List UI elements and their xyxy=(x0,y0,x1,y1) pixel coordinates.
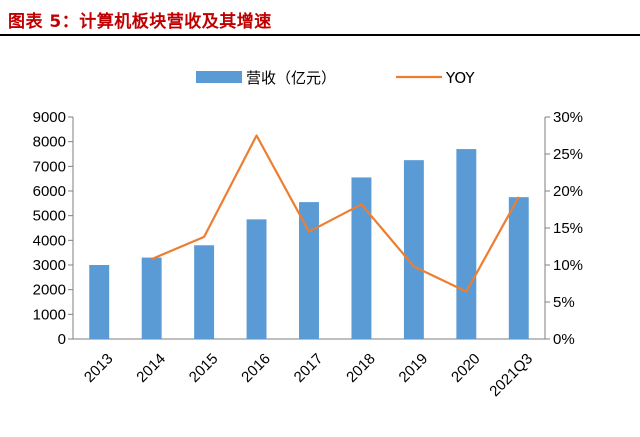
combo-chart: 营收（亿元） YOY 2013 2014 2015 2016 2017 2018 2019 20… xyxy=(33,69,583,400)
chart-legend: 营收（亿元） YOY xyxy=(196,69,475,87)
y-left-tick-label: 9000 xyxy=(33,109,66,126)
x-axis-ticks: 2013 2014 2015 2016 2017 2018 2019 2020 2021Q3 xyxy=(81,350,536,400)
bar-2014 xyxy=(141,257,162,339)
y-right-tick-label: 30% xyxy=(553,109,583,126)
yoy-line xyxy=(151,134,520,293)
figure-title: 图表 5：计算机板块营收及其增速 xyxy=(8,12,272,32)
figure-header: 图表 5：计算机板块营收及其增速 xyxy=(0,0,640,36)
y-left-tick-label: 8000 xyxy=(33,134,66,151)
y-left-tick-label: 2000 xyxy=(33,282,66,299)
y-left-tick-label: 6000 xyxy=(33,183,66,200)
y-right-tick-label: 0% xyxy=(553,331,575,348)
y-right-tick-label: 20% xyxy=(553,183,583,200)
x-tick-label: 2020 xyxy=(448,350,484,386)
bar-2018 xyxy=(351,177,372,339)
y-left-axis-ticks: 0 1000 2000 3000 4000 5000 6000 7000 8000 9000 xyxy=(33,109,73,348)
line-series xyxy=(151,134,520,293)
legend-bar-label: 营收（亿元） xyxy=(246,69,336,87)
y-left-tick-label: 3000 xyxy=(33,257,66,274)
legend-line-label: YOY xyxy=(445,69,475,87)
bar-series xyxy=(89,149,529,339)
y-left-tick-label: 7000 xyxy=(33,158,66,175)
y-right-tick-label: 25% xyxy=(553,146,583,163)
y-left-tick-label: 5000 xyxy=(33,208,66,225)
y-right-tick-label: 5% xyxy=(553,294,575,311)
y-left-tick-label: 4000 xyxy=(33,232,66,249)
x-tick-label: 2014 xyxy=(133,350,169,386)
bar-2017 xyxy=(299,202,319,339)
x-tick-label: 2015 xyxy=(186,350,222,386)
x-tick-label: 2019 xyxy=(396,350,432,386)
y-left-tick-label: 1000 xyxy=(33,306,66,323)
x-tick-label: 2013 xyxy=(81,350,117,386)
x-tick-label: 2017 xyxy=(291,350,327,386)
x-tick-label: 2016 xyxy=(238,350,274,386)
y-right-tick-label: 15% xyxy=(553,220,583,237)
y-left-tick-label: 0 xyxy=(58,331,66,348)
bar-2015 xyxy=(194,245,215,339)
bar-2021Q3 xyxy=(508,197,529,339)
bar-2019 xyxy=(403,160,424,339)
x-tick-label: 2021Q3 xyxy=(486,350,536,400)
y-right-tick-label: 10% xyxy=(553,257,583,274)
bar-2016 xyxy=(246,219,267,339)
bar-2013 xyxy=(89,265,110,339)
y-right-axis-ticks: 0% 5% 10% 15% 20% 25% 30% xyxy=(545,109,583,348)
bar-2020 xyxy=(456,149,477,339)
legend-bar-swatch xyxy=(196,71,242,83)
x-tick-label: 2018 xyxy=(343,350,379,386)
